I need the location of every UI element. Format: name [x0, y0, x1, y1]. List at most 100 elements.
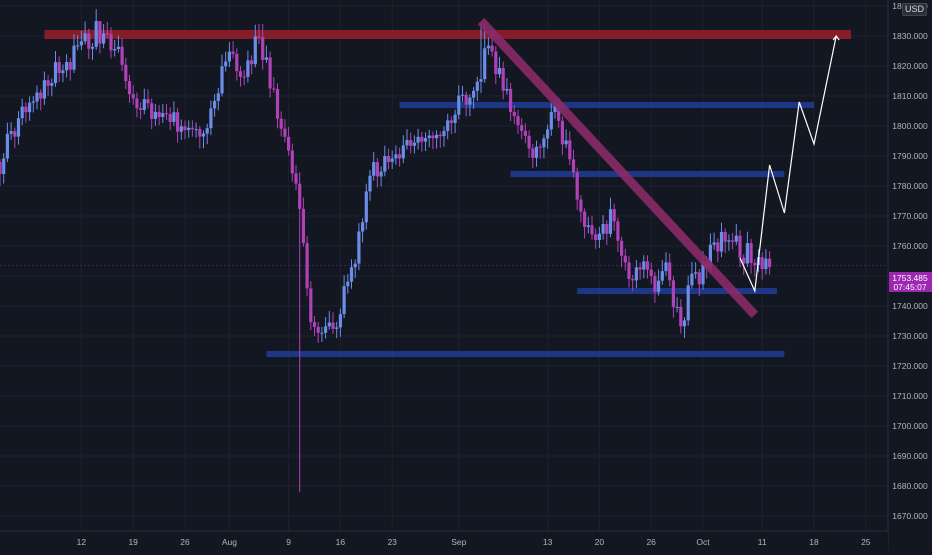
candle-body	[79, 41, 83, 46]
candle-body	[331, 322, 335, 329]
candle-body	[227, 51, 231, 62]
candle-body	[716, 242, 720, 252]
candle-body	[712, 242, 716, 245]
candle-body	[335, 327, 339, 329]
time-axis[interactable]: 12 19 26 Aug 9 16 23 Sep 13 20 26 Oct 11 18 25	[77, 537, 871, 547]
candle-body	[327, 322, 331, 327]
y-tick-label: 1720.000	[892, 361, 928, 371]
candle-body	[453, 114, 457, 124]
candle-body	[142, 99, 146, 111]
candle-body	[187, 127, 191, 131]
candle-body	[13, 131, 17, 137]
candle-body	[220, 66, 224, 94]
candle-body	[620, 240, 624, 256]
resistance-zone	[44, 30, 851, 39]
candle-body	[546, 129, 550, 139]
candle-body	[523, 130, 527, 136]
time-axis-background	[0, 531, 888, 550]
candle-body	[320, 332, 324, 334]
candle-body	[16, 118, 21, 137]
candle-body	[627, 262, 631, 279]
candle-body	[542, 138, 546, 148]
candle-body	[216, 93, 220, 101]
candle-body	[305, 243, 309, 289]
candle-body	[298, 183, 302, 209]
x-tick-label: Sep	[451, 537, 466, 547]
candle-body	[520, 125, 524, 131]
candle-body	[601, 224, 605, 234]
candle-body	[198, 129, 202, 137]
candle-body	[183, 126, 187, 131]
candle-body	[664, 262, 668, 272]
candle-body	[645, 261, 650, 270]
candle-body	[435, 134, 439, 139]
candle-body	[283, 128, 287, 137]
current-price-value: 1753.485	[892, 273, 928, 283]
candle-body	[109, 34, 113, 51]
candle-body	[398, 154, 402, 159]
y-tick-label: 1670.000	[892, 511, 928, 521]
candle-body	[231, 51, 235, 54]
candle-body	[597, 233, 601, 240]
candle-body	[368, 175, 372, 192]
candle-body	[468, 97, 472, 105]
y-tick-label: 1810.000	[892, 91, 928, 101]
candle-body	[383, 156, 387, 172]
candle-body	[342, 286, 346, 315]
candle-body	[475, 81, 479, 91]
candle-body	[694, 272, 698, 274]
candle-body	[557, 105, 561, 121]
x-tick-label: 13	[543, 537, 553, 547]
candle-body	[649, 269, 653, 276]
current-price-badge	[889, 272, 932, 292]
candle-body	[745, 243, 749, 264]
candle-body	[312, 322, 317, 328]
candle-body	[679, 306, 683, 327]
current-price-label: 1753.485 07:45:07	[889, 272, 932, 292]
candle-body	[457, 95, 461, 115]
candle-body	[446, 120, 450, 131]
candle-body	[394, 154, 398, 159]
candle-body	[697, 272, 701, 285]
candle-body	[531, 148, 535, 158]
candle-body	[287, 136, 291, 151]
y-tick-label: 1820.000	[892, 61, 928, 71]
candle-body	[653, 275, 657, 292]
candle-body	[53, 62, 58, 84]
candle-body	[253, 36, 257, 65]
x-tick-label: 11	[758, 537, 767, 547]
currency-badge[interactable]: USD	[902, 3, 928, 16]
candle-body	[727, 240, 731, 242]
candle-body	[57, 62, 61, 74]
candle-body	[179, 126, 183, 132]
candle-body	[682, 320, 687, 327]
candle-body	[61, 70, 65, 74]
candle-body	[583, 211, 587, 227]
candle-body	[509, 88, 513, 113]
projection-layer	[739, 35, 840, 294]
candle-body	[505, 88, 509, 91]
candle-body	[98, 21, 102, 44]
candle-body	[560, 120, 564, 145]
candle-body	[172, 112, 176, 122]
candle-body	[564, 140, 568, 145]
candle-body	[246, 60, 250, 77]
candle-body	[146, 99, 150, 104]
candle-body	[657, 280, 661, 292]
candle-body	[501, 68, 505, 91]
candle-body	[753, 262, 757, 266]
candle-body	[690, 273, 694, 286]
x-tick-label: 26	[646, 537, 656, 547]
candle-body	[449, 120, 453, 124]
candle-body	[94, 21, 98, 47]
candle-body	[497, 68, 502, 75]
y-tick-label: 1680.000	[892, 481, 928, 491]
candle-body	[612, 209, 616, 222]
trendline-layer	[477, 17, 759, 319]
candle-body	[139, 108, 143, 111]
candle-body	[113, 48, 117, 51]
candle-body	[324, 326, 328, 333]
y-tick-label: 1770.000	[892, 211, 928, 221]
